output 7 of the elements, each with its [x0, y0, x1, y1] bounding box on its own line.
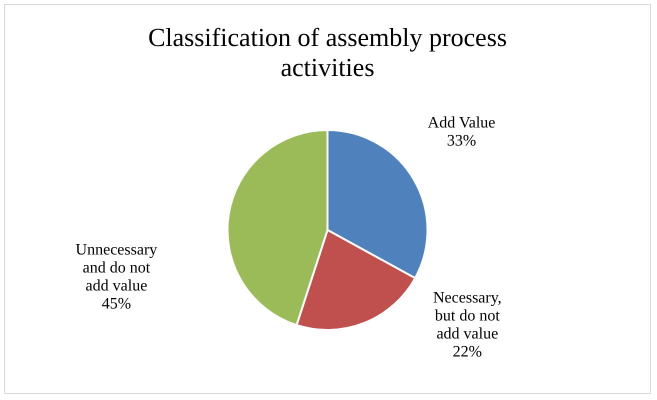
slice-label: Unnecessary and do not add value — [76, 242, 158, 295]
data-label: 22% — [452, 343, 482, 360]
data-label: 45% — [102, 296, 132, 313]
slice-label: Add Value — [428, 114, 496, 132]
slice-label: Necessary, but do not add value — [432, 289, 502, 342]
data-label: 33% — [446, 132, 476, 150]
chart-title: Classification of assembly process activities — [148, 23, 507, 82]
